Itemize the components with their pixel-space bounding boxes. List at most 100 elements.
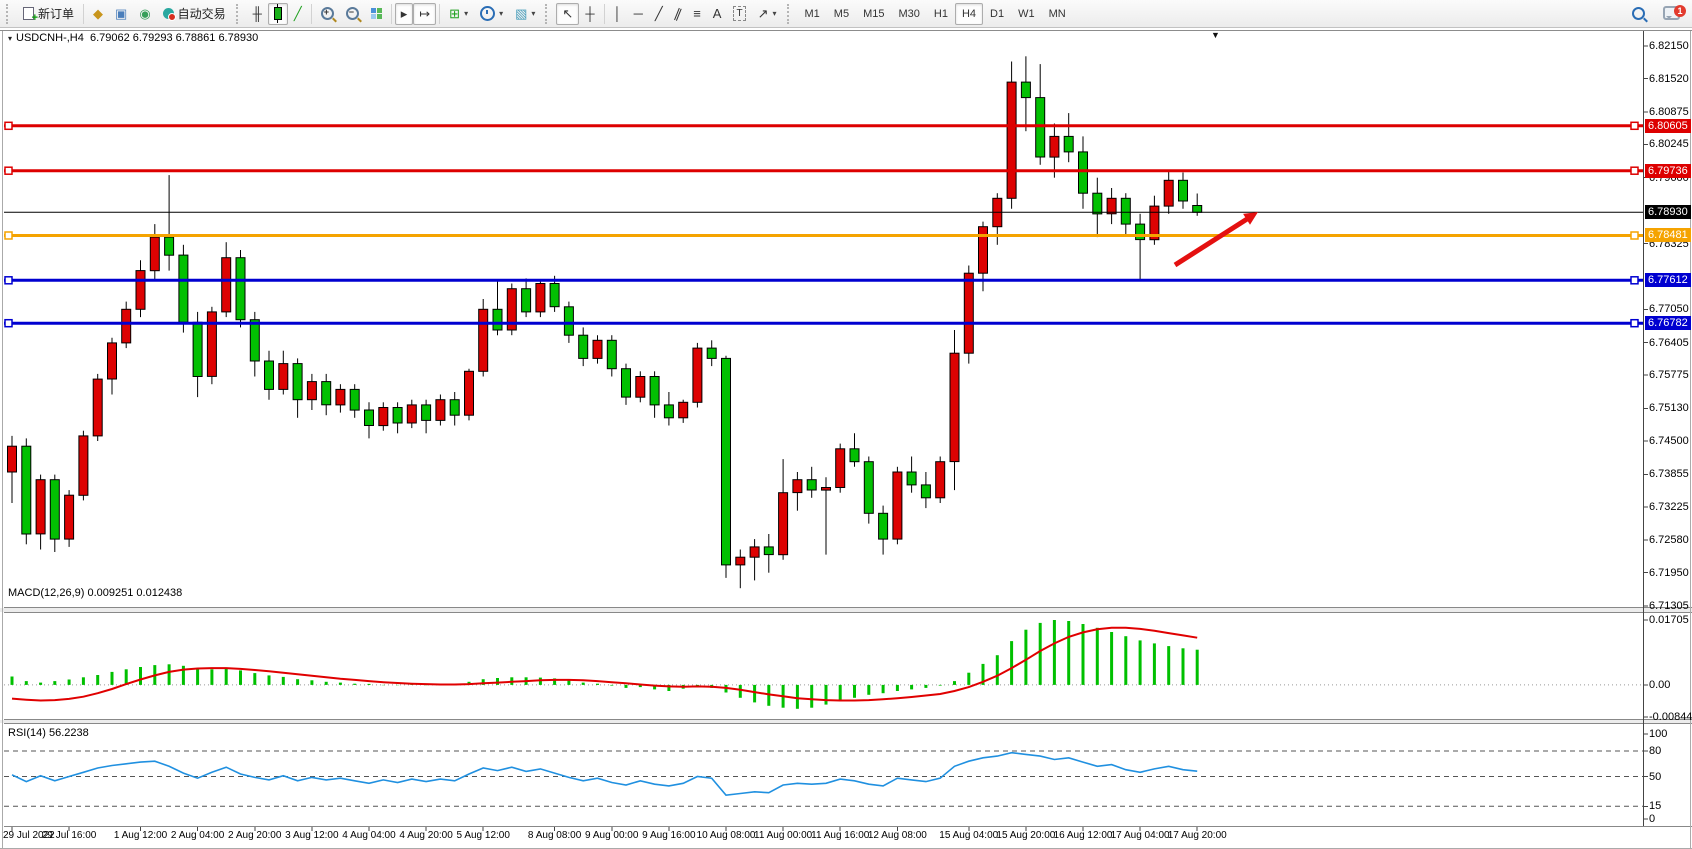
market-watch-button[interactable]: ◆ <box>87 3 109 25</box>
time-axis-label: 4 Aug 04:00 <box>342 830 396 841</box>
new-order-button[interactable]: + 新订单 <box>17 3 80 25</box>
chevron-down-icon: ▾ <box>772 9 777 18</box>
channel-icon: ∥ <box>672 5 684 22</box>
text-label-button[interactable]: T <box>727 3 751 25</box>
timeframe-group: M1 M5 M15 M30 H1 H4 D1 W1 MN <box>798 2 1073 25</box>
text-label-icon: T <box>733 6 746 21</box>
cursor-button[interactable]: ↖ <box>556 2 580 25</box>
hline-price-badge: 6.79736 <box>1645 163 1691 178</box>
text-icon: A <box>712 6 722 21</box>
search-button[interactable] <box>1626 2 1651 24</box>
vertical-line-button[interactable]: │ <box>608 3 628 25</box>
time-axis-label: 4 Aug 20:00 <box>399 830 453 841</box>
periods-button[interactable]: ▾ <box>474 3 509 25</box>
line-chart-icon: ╱ <box>293 6 302 21</box>
chart-symbol: USDCNH-,H4 <box>16 32 84 44</box>
timeframe-h4-button[interactable]: H4 <box>954 2 983 25</box>
symbol-dropdown-icon[interactable]: ▾ <box>8 34 13 43</box>
timeframe-m30-button[interactable]: M30 <box>891 3 926 25</box>
chevron-down-icon: ▾ <box>464 9 469 18</box>
line-chart-button[interactable]: ╱ <box>288 3 308 25</box>
new-order-label: 新订单 <box>38 7 75 21</box>
timeframe-h1-button[interactable]: H1 <box>927 3 955 25</box>
time-axis-label: 11 Aug 00:00 <box>754 830 813 841</box>
macd-axis-tick: -0.008447 <box>1649 711 1692 723</box>
fibonacci-button[interactable]: ≡ <box>687 3 707 25</box>
notification-badge: 1 <box>1674 5 1686 17</box>
timeframe-mn-button[interactable]: MN <box>1042 3 1073 25</box>
toolbar-separator <box>310 3 312 24</box>
crosshair-button[interactable]: ┼ <box>579 3 600 25</box>
rsi-axis-tick: 0 <box>1649 813 1656 825</box>
chevron-down-icon: ▾ <box>499 9 504 18</box>
price-axis-tick: 6.75130 <box>1649 402 1689 415</box>
macd-axis-tick: 0.01705 <box>1649 614 1689 626</box>
time-axis-label: 16 Aug 12:00 <box>1053 830 1113 841</box>
hline-price-badge: 6.80605 <box>1645 118 1691 133</box>
cursor-icon: ↖ <box>562 6 574 21</box>
timeframe-w1-button[interactable]: W1 <box>1011 3 1042 25</box>
tile-windows-icon <box>370 8 382 19</box>
indicators-icon: ⊞ <box>449 6 461 21</box>
timeframe-d1-button[interactable]: D1 <box>983 3 1011 25</box>
time-axis-label: 9 Aug 16:00 <box>642 830 696 841</box>
chart-corner-arrow-icon[interactable]: ▼ <box>1211 30 1220 40</box>
price-axis-tick: 6.71305 <box>1649 600 1689 612</box>
horizontal-line-button[interactable]: ─ <box>628 3 649 25</box>
trendline-button[interactable]: ╱ <box>649 3 669 25</box>
time-axis-label: 15 Aug 20:00 <box>996 830 1056 841</box>
crosshair-icon: ┼ <box>585 6 595 21</box>
time-axis-label: 11 Aug 16:00 <box>811 830 870 841</box>
chart-window[interactable]: ▾ USDCNH-,H4 6.79062 6.79293 6.78861 6.78… <box>0 28 1692 849</box>
terminal-button[interactable]: ◉ <box>133 3 156 25</box>
price-axis-tick: 6.76405 <box>1649 336 1689 349</box>
bar-chart-button[interactable]: ╫ <box>247 3 268 25</box>
text-button[interactable]: A <box>707 3 728 25</box>
horizontal-line-icon: ─ <box>633 6 643 21</box>
candlestick-chart-button[interactable] <box>267 2 288 25</box>
navigator-icon: ▣ <box>115 6 128 21</box>
indicators-button[interactable]: ⊞ ▾ <box>443 3 474 25</box>
zoom-in-button[interactable]: + <box>315 3 340 25</box>
timeframe-m15-button[interactable]: M15 <box>856 3 891 25</box>
price-axis-tick: 6.82150 <box>1649 40 1689 52</box>
macd-axis-tick: 0.00 <box>1649 678 1671 691</box>
time-axis-label: 5 Aug 12:00 <box>456 830 510 841</box>
time-axis-label: 3 Aug 12:00 <box>285 830 339 841</box>
vertical-line-icon: │ <box>613 6 622 21</box>
price-axis-tick: 6.74500 <box>1649 435 1689 448</box>
templates-button[interactable]: ▧ ▾ <box>509 3 541 25</box>
timeframe-m5-button[interactable]: M5 <box>827 3 856 25</box>
zoom-out-button[interactable]: − <box>340 3 365 25</box>
rsi-indicator-label: RSI(14) 56.2238 <box>8 727 89 739</box>
notifications-button[interactable]: 1 <box>1657 2 1686 24</box>
price-axis-tick: 6.80245 <box>1649 138 1689 151</box>
time-axis-label: 2 Aug 04:00 <box>170 830 225 841</box>
arrows-button[interactable]: ↗ ▾ <box>752 3 783 25</box>
channel-button[interactable]: ∥ <box>669 3 688 25</box>
auto-scroll-button[interactable]: ▸ <box>394 2 414 25</box>
zoom-out-icon: − <box>345 7 359 20</box>
trendline-icon: ╱ <box>654 6 663 21</box>
navigator-button[interactable]: ▣ <box>109 3 133 25</box>
hline-price-badge: 6.77612 <box>1645 273 1691 288</box>
main-toolbar: + 新订单 ◆ ▣ ◉ 自动交易 ╫ ╱ + − ▸ ↦ ⊞ ▾ ▾ ▧ ▾ ↖ ┼… <box>0 0 1692 28</box>
bar-chart-icon: ╫ <box>252 6 262 21</box>
toolbar-separator <box>390 3 392 24</box>
time-axis-label: 8 Aug 08:00 <box>527 830 582 841</box>
time-axis-label: 29 Jul 16:00 <box>41 830 97 841</box>
arrows-icon: ↗ <box>757 6 769 21</box>
autotrading-button[interactable]: 自动交易 <box>157 3 232 25</box>
macd-indicator-label: MACD(12,26,9) 0.009251 0.012438 <box>8 587 183 599</box>
price-axis-tick: 6.73855 <box>1649 468 1689 481</box>
chart-shift-button[interactable]: ↦ <box>413 2 437 25</box>
rsi-axis-tick: 100 <box>1649 728 1668 740</box>
timeframe-m1-button[interactable]: M1 <box>798 3 827 25</box>
toolbar-right-group: 1 <box>1626 2 1686 24</box>
tile-windows-button[interactable] <box>365 3 388 25</box>
hline-price-badge: 6.78481 <box>1645 228 1691 243</box>
toolbar-grip <box>6 3 12 24</box>
toolbar-separator <box>83 3 85 24</box>
time-axis-label: 12 Aug 08:00 <box>867 830 927 841</box>
price-chart[interactable] <box>0 28 1692 849</box>
